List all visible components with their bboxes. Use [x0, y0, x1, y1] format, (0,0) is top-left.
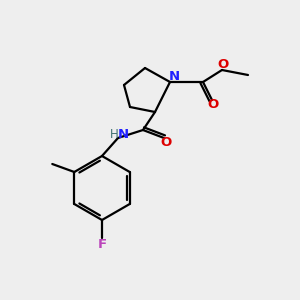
Text: H: H	[110, 128, 118, 142]
Text: N: N	[117, 128, 129, 142]
Text: N: N	[168, 70, 180, 83]
Text: O: O	[218, 58, 229, 71]
Text: O: O	[160, 136, 172, 148]
Text: O: O	[207, 98, 219, 112]
Text: F: F	[98, 238, 106, 250]
